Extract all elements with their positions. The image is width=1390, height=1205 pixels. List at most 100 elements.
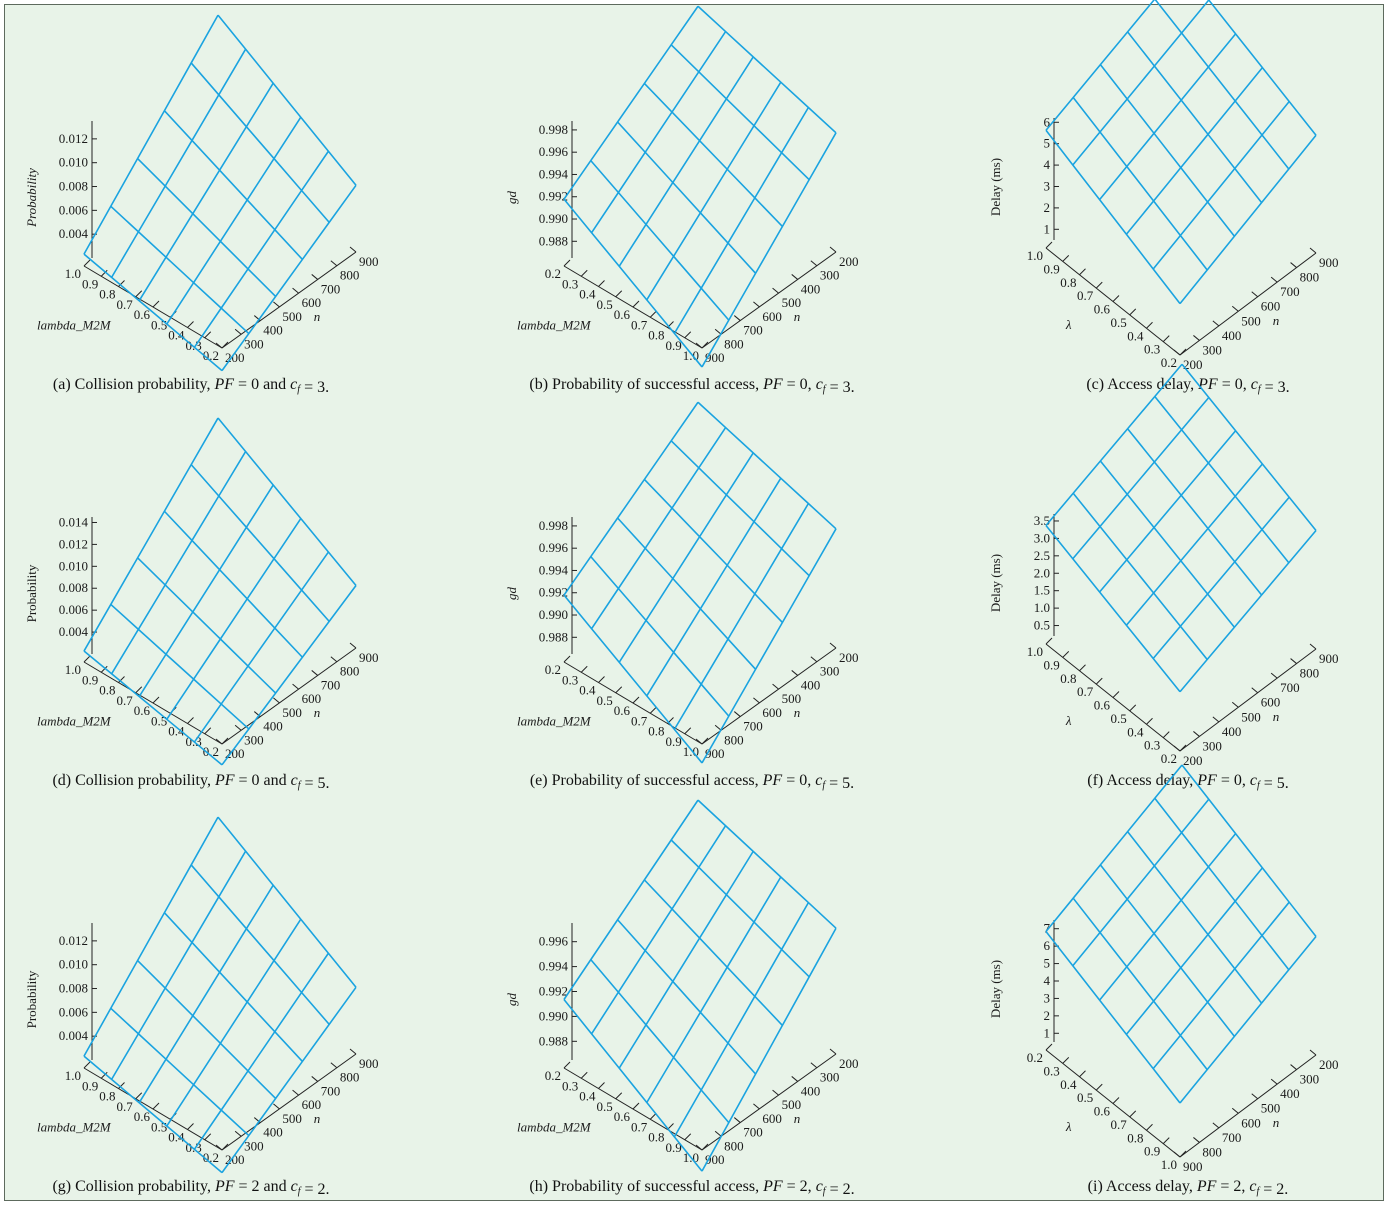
x-tick-label: 0.5: [1111, 315, 1127, 330]
x-tick-label: 0.4: [579, 1089, 596, 1104]
y-tick-label: 300: [244, 732, 264, 747]
x-tick-label: 0.8: [1127, 1130, 1143, 1145]
x-tick: [1162, 731, 1170, 738]
mesh-line-u: [1152, 901, 1290, 1070]
x-tick: [701, 737, 709, 745]
x-tick-label: 0.7: [631, 1119, 648, 1134]
y-tick-label: 900: [359, 1056, 379, 1071]
mesh-line-v: [643, 82, 783, 228]
x-tick-label: 0.3: [1144, 342, 1160, 357]
mesh-line-u: [193, 551, 330, 743]
x-tick: [1095, 677, 1103, 685]
y-tick: [1193, 1137, 1200, 1143]
x-tick: [135, 686, 143, 694]
z-tick-label: 3.5: [1034, 513, 1050, 528]
mesh-line-v: [1181, 363, 1317, 531]
mesh-line-u: [138, 884, 274, 1104]
y-tick: [311, 1076, 319, 1082]
subplot-caption: (d) Collision probability, PF = 0 and cf…: [52, 772, 329, 792]
y-tick-label: 400: [801, 281, 821, 296]
x-tick: [632, 696, 640, 704]
mesh-line-u: [1125, 463, 1264, 626]
z-tick-label: 0.008: [59, 981, 88, 996]
x-tick-label: 0.2: [203, 348, 219, 363]
mesh-line-v: [697, 401, 837, 530]
y-tick-label: 500: [782, 295, 802, 310]
x-tick: [684, 1133, 692, 1141]
y-axis: [701, 251, 837, 349]
subplot-h: 0.9880.9900.9920.9940.996gd0.20.30.40.50…: [504, 799, 859, 1198]
z-tick-label: 0.990: [539, 1008, 568, 1023]
y-tick-label: 800: [1202, 1144, 1222, 1159]
mesh-line-u: [1179, 134, 1317, 305]
mesh-line-u: [83, 14, 219, 255]
x-tick-label: 0.7: [631, 713, 648, 728]
y-tick: [273, 1103, 280, 1110]
y-tick: [1309, 247, 1317, 254]
mesh-line-u: [646, 81, 782, 301]
y-tick: [1193, 731, 1200, 737]
y-tick-label: 500: [1261, 1101, 1281, 1116]
x-tick-label: 1.0: [1161, 1157, 1177, 1172]
y-tick-label: 700: [321, 1083, 341, 1098]
y-tick-label: 600: [1241, 1115, 1261, 1130]
y-tick-label: 700: [743, 323, 763, 338]
z-tick-label: 5: [1044, 136, 1051, 151]
y-axis-label: n: [314, 309, 321, 324]
x-tick-label: 0.9: [1044, 657, 1060, 672]
mesh-line-u: [1098, 33, 1237, 201]
x-tick: [563, 259, 571, 267]
x-tick: [1062, 255, 1070, 262]
mesh-line-u: [193, 150, 330, 348]
z-tick-label: 0.010: [59, 558, 88, 573]
y-axis-label: n: [1273, 709, 1280, 724]
x-tick: [187, 1123, 194, 1130]
x-tick-label: 0.2: [545, 662, 561, 677]
subplot-i: 1 2 3 4 5 6 7 Delay (ms) 0.20.30.40.50.60.70.80.…: [988, 764, 1339, 1198]
y-axis-label: n: [794, 1111, 801, 1126]
mesh-line-u: [1072, 0, 1210, 166]
mesh-line-v: [83, 650, 223, 766]
surface-mesh: [1045, 363, 1317, 693]
y-tick-label: 300: [820, 268, 840, 283]
x-tick: [221, 737, 229, 745]
y-tick: [273, 697, 280, 704]
z-tick-label: 0.992: [539, 984, 568, 999]
y-tick: [1212, 320, 1220, 327]
x-tick: [701, 341, 709, 349]
z-tick-label: 0.996: [539, 934, 569, 949]
mesh-line-v: [1154, 797, 1290, 971]
x-tick-label: 0.6: [1094, 1104, 1111, 1119]
z-tick-label: 6: [1044, 114, 1051, 129]
x-tick-label: 0.5: [1111, 711, 1127, 726]
y-tick: [215, 738, 223, 745]
mesh-line-v: [590, 556, 730, 717]
x-tick-label: 0.4: [1127, 724, 1144, 739]
y-axis: [1179, 1054, 1317, 1158]
mesh-line-v: [590, 160, 730, 321]
x-tick-label: 0.4: [579, 683, 596, 698]
x-tick-label: 0.8: [1060, 275, 1076, 290]
y-tick-label: 200: [839, 650, 859, 665]
y-tick-label: 500: [1241, 709, 1261, 724]
x-tick: [1112, 1097, 1120, 1104]
x-tick-label: 1.0: [65, 1068, 81, 1083]
mesh-line-u: [646, 477, 782, 697]
surface-mesh: [563, 401, 837, 764]
x-tick-label: 0.3: [562, 1078, 578, 1093]
x-tick-label: 1.0: [65, 266, 81, 281]
y-tick: [215, 1144, 223, 1151]
x-tick: [83, 1061, 91, 1069]
z-tick-label: 0.988: [539, 1033, 568, 1048]
mesh-line-v: [110, 603, 250, 730]
y-tick-label: 800: [724, 336, 744, 351]
y-tick: [829, 246, 837, 253]
subplot-b: 0.9880.9900.9920.9940.9960.998gd0.20.30.…: [504, 5, 859, 396]
x-tick: [1129, 704, 1137, 712]
y-tick-label: 400: [1280, 1086, 1300, 1101]
z-tick-label: 0.988: [539, 233, 568, 248]
mesh-line-u: [1045, 0, 1156, 131]
y-tick: [791, 670, 799, 676]
y-tick: [292, 287, 299, 294]
